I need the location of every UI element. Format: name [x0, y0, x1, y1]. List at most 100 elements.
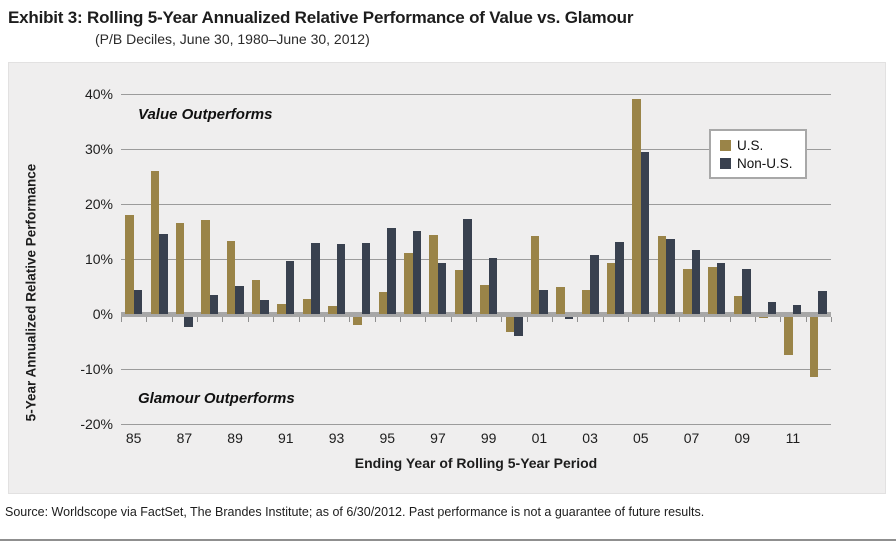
bar-nonus-04	[615, 241, 624, 314]
zero-axis-tick	[678, 317, 680, 322]
zero-axis-tick	[171, 317, 173, 322]
x-tick-label: 03	[582, 430, 598, 446]
x-tick-label: 97	[430, 430, 446, 446]
bar-us-92	[302, 299, 312, 314]
bar-nonus-12	[818, 291, 827, 314]
gridline	[121, 93, 831, 95]
zero-axis-tick	[831, 317, 832, 322]
bar-nonus-06	[666, 239, 675, 314]
bar-nonus-93	[336, 244, 346, 314]
legend: U.S. Non-U.S.	[709, 129, 807, 179]
zero-axis-tick	[577, 317, 579, 322]
bar-nonus-11	[792, 305, 802, 314]
x-tick-label: 07	[683, 430, 700, 446]
bar-us-98	[454, 270, 464, 314]
x-tick-label: 01	[531, 430, 548, 446]
source-line: Source: Worldscope via FactSet, The Bran…	[5, 505, 705, 519]
page-title: Exhibit 3: Rolling 5-Year Annualized Rel…	[8, 8, 634, 27]
bar-us-12	[809, 317, 819, 377]
bar-us-87	[175, 223, 185, 314]
zero-axis-tick	[121, 317, 122, 322]
zero-axis-tick	[197, 317, 199, 322]
x-tick-label: 95	[379, 430, 396, 446]
bar-us-06	[657, 235, 667, 314]
non-us-series-swatch-icon	[720, 157, 731, 169]
bar-us-11	[784, 317, 793, 356]
x-tick-label: 05	[633, 430, 649, 446]
legend-item-non-us: Non-U.S.	[720, 154, 793, 172]
bar-nonus-89	[235, 285, 244, 314]
y-tick-label: 20%	[84, 196, 113, 212]
y-tick-label: 30%	[84, 141, 113, 157]
bar-us-08	[708, 267, 717, 314]
gridline	[121, 148, 831, 150]
x-tick-label: 91	[278, 430, 294, 446]
bar-us-86	[150, 171, 160, 314]
bar-us-07	[683, 269, 692, 314]
zero-axis-tick	[754, 317, 756, 322]
zero-axis-tick	[222, 317, 224, 322]
us-series-swatch-icon	[720, 139, 731, 151]
bar-us-97	[429, 234, 438, 314]
bar-us-99	[480, 284, 489, 314]
gridline	[121, 203, 831, 205]
bar-us-09	[733, 295, 743, 314]
bar-us-90	[251, 279, 261, 314]
zero-axis-tick	[552, 317, 554, 322]
bar-us-01	[530, 236, 540, 314]
bar-nonus-02	[564, 317, 574, 319]
zero-axis-tick	[450, 317, 452, 322]
zero-axis-tick	[501, 317, 503, 322]
bar-nonus-07	[691, 249, 701, 314]
bar-us-96	[404, 252, 413, 314]
zero-axis-tick	[526, 317, 528, 322]
y-tick-label: 10%	[84, 251, 113, 267]
bar-nonus-90	[260, 299, 269, 314]
bar-us-91	[277, 303, 286, 314]
page-subtitle: (P/B Deciles, June 30, 1980–June 30, 201…	[95, 31, 370, 47]
bar-nonus-10	[767, 301, 777, 314]
bar-nonus-09	[742, 269, 751, 314]
zero-axis-tick	[780, 317, 782, 322]
bar-nonus-00	[514, 317, 523, 336]
gridline	[121, 258, 831, 260]
bar-nonus-88	[209, 294, 219, 314]
y-tick-label: -20%	[80, 416, 113, 432]
zero-axis-tick	[374, 317, 376, 322]
x-axis-title: Ending Year of Rolling 5-Year Period	[354, 455, 598, 471]
y-tick-label: -10%	[80, 361, 113, 377]
zero-axis-tick	[704, 317, 706, 322]
gridline	[121, 423, 831, 425]
zero-axis-tick	[729, 317, 731, 322]
zero-axis-tick	[399, 317, 401, 322]
bar-nonus-98	[463, 218, 472, 314]
zero-axis-tick	[425, 317, 427, 322]
bar-nonus-97	[437, 263, 447, 314]
zero-axis-tick	[298, 317, 300, 322]
y-tick-label: 0%	[92, 306, 113, 322]
chart-panel: 5-Year Annualized Relative Performance 4…	[8, 62, 886, 494]
legend-label-us: U.S.	[737, 137, 764, 153]
bar-nonus-92	[311, 242, 320, 314]
annotation-glamour-outperforms: Glamour Outperforms	[138, 390, 295, 407]
legend-label-non-us: Non-U.S.	[737, 155, 793, 171]
zero-axis-tick	[349, 317, 351, 322]
bar-nonus-99	[488, 258, 498, 314]
bar-us-94	[353, 317, 362, 325]
gridline	[121, 368, 831, 370]
x-tick-label: 11	[785, 430, 801, 446]
bar-nonus-08	[716, 262, 726, 314]
bar-nonus-03	[590, 255, 599, 314]
x-tick-label: 09	[734, 430, 751, 446]
x-tick-label: 87	[176, 430, 193, 446]
bar-us-10	[759, 317, 768, 318]
bar-us-04	[606, 262, 616, 314]
bar-us-05	[632, 98, 641, 314]
legend-item-us: U.S.	[720, 136, 793, 154]
bar-nonus-96	[412, 230, 422, 314]
bar-nonus-05	[640, 151, 650, 314]
bar-nonus-94	[361, 242, 371, 314]
zero-axis-tick	[247, 317, 249, 322]
y-axis-title: 5-Year Annualized Relative Performance	[23, 163, 39, 422]
bar-nonus-91	[285, 261, 295, 314]
